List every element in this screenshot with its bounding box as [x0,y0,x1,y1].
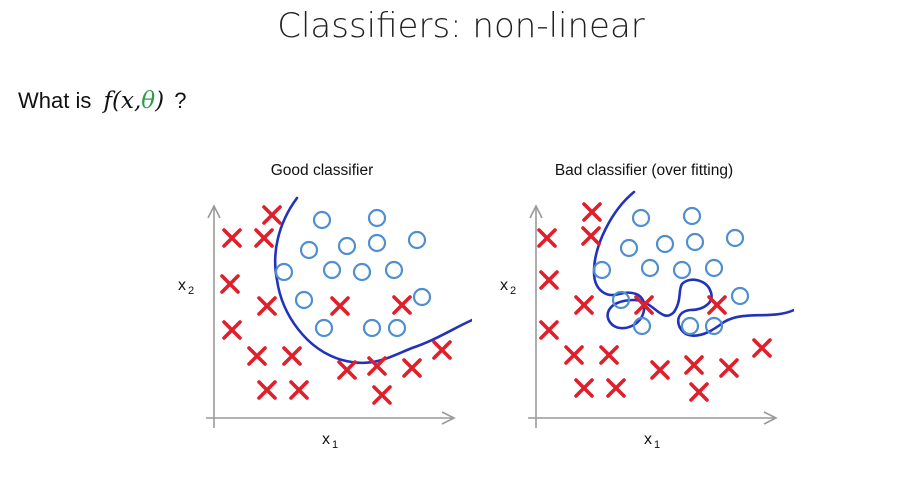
slide-title: Classifiers: non-linear [277,6,645,46]
x-axis-label-subscript: 1 [654,439,660,451]
cross-marker [689,382,709,402]
cross-marker [574,378,594,398]
circle-marker [619,238,639,258]
cross-marker [220,274,240,294]
circle-marker [640,258,660,278]
x-axis-label-subscript: 1 [332,439,338,451]
decision-boundary [592,190,794,337]
circle-marker [685,232,705,252]
cross-marker [574,295,594,315]
cross-marker [289,380,309,400]
cross-marker [606,378,626,398]
circle-marker [682,206,702,226]
cross-marker [684,355,704,375]
close-paren: ) [155,88,165,114]
bad-classifier-title: Bad classifier (over fitting) [554,162,734,179]
x-axis-label: x [644,431,652,448]
cross-marker [432,340,452,360]
y-axis-label: x [178,277,186,294]
circle-marker [407,230,427,250]
cross-marker [262,205,282,225]
circle-marker [387,318,407,338]
good-classifier-chart: x 1x 2 [178,196,472,451]
function-name: f [103,88,112,114]
cross-marker [337,360,357,380]
question-prefix: What is [18,88,92,113]
circle-marker [725,228,745,248]
circle-marker [592,260,612,280]
open-paren: ( [112,88,121,114]
cross-marker [222,228,242,248]
circle-marker [312,210,332,230]
circle-marker [274,262,294,282]
circle-marker [680,316,700,336]
circle-marker [367,208,387,228]
y-axis-arrow [529,204,543,219]
circle-marker [412,287,432,307]
cross-marker [634,295,654,315]
y-axis-label: x [500,277,508,294]
parameter-theta: θ [141,88,156,114]
y-axis-arrow [207,204,221,219]
cross-marker [392,295,412,315]
decision-boundary [273,196,472,365]
cross-marker [402,358,422,378]
cross-marker [537,228,557,248]
function-expression: f(x,θ) [103,88,164,114]
bad-classifier-chart: x 1x 2 [500,190,794,451]
cross-marker [582,202,602,222]
x-axis-label: x [322,431,330,448]
y-axis-label-subscript: 2 [188,285,194,297]
circle-marker [672,260,692,280]
cross-marker [539,320,559,340]
cross-marker [247,346,267,366]
cross-marker [254,228,274,248]
input-variable: x [120,88,134,114]
cross-marker [719,358,739,378]
question-text: What is f(x,θ) ? [18,88,187,114]
circle-marker [367,233,387,253]
cross-marker [581,226,601,246]
cross-marker [257,380,277,400]
x-axis-arrow [441,411,456,425]
cross-marker [330,296,350,316]
circle-marker [631,208,651,228]
circle-marker [362,318,382,338]
circle-marker [322,260,342,280]
x-axis-arrow [763,411,778,425]
circle-marker [730,286,750,306]
cross-marker [707,295,727,315]
cross-marker [564,345,584,365]
cross-marker [752,338,772,358]
circle-marker [352,262,372,282]
circle-marker [655,234,675,254]
circle-marker [384,260,404,280]
circle-marker [632,316,652,336]
circle-marker [704,316,724,336]
circle-marker [294,290,314,310]
cross-marker [372,385,392,405]
circle-marker [299,240,319,260]
cross-marker [599,345,619,365]
circle-marker [611,290,631,310]
cross-marker [282,346,302,366]
circle-marker [704,258,724,278]
question-mark: ? [174,88,187,113]
comma: , [133,88,142,114]
y-axis-label-subscript: 2 [510,285,516,297]
cross-marker [539,270,559,290]
good-classifier-title: Good classifier [270,162,374,179]
cross-marker [257,296,277,316]
cross-marker [367,356,387,376]
cross-marker [650,360,670,380]
circle-marker [314,318,334,338]
cross-marker [222,320,242,340]
circle-marker [337,236,357,256]
